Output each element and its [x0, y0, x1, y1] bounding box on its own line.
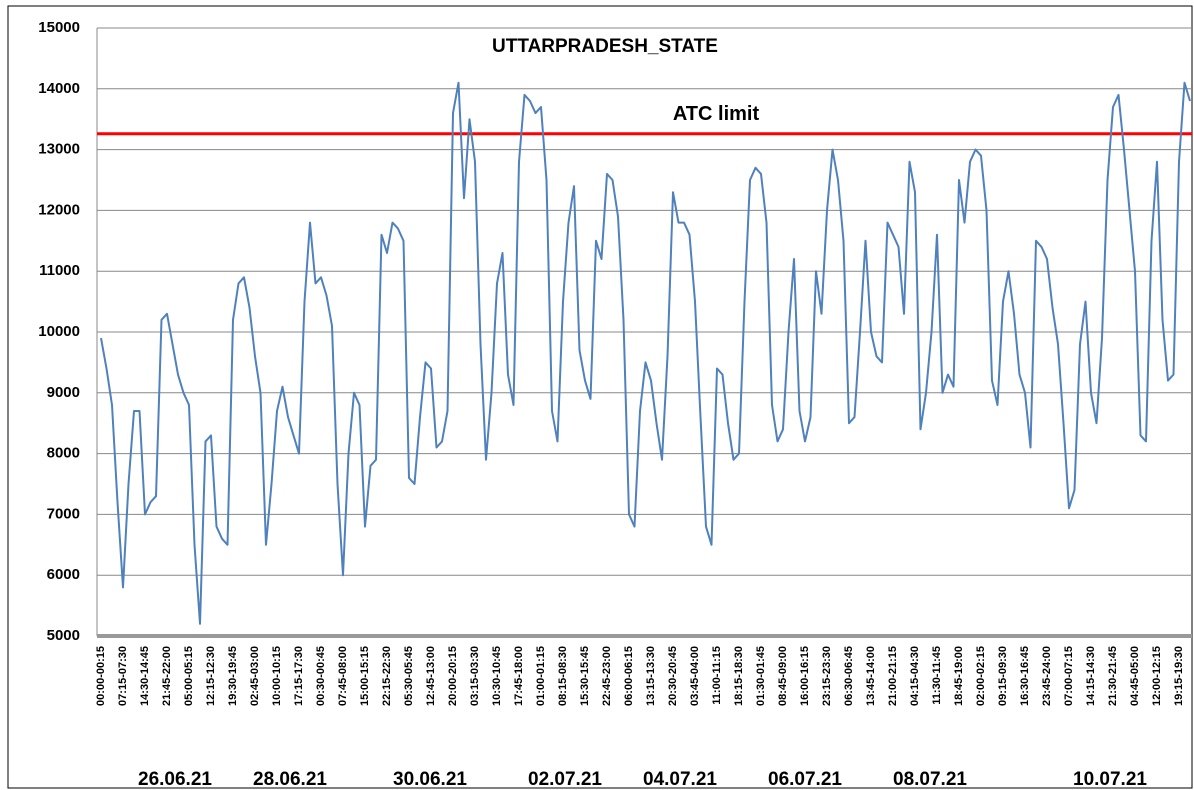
- x-tick-label: 21:00-21:15: [887, 646, 899, 706]
- x-tick-label: 02:45-03:00: [249, 646, 261, 706]
- date-label: 30.06.21: [393, 769, 467, 790]
- x-tick-label: 16:00-16:15: [799, 646, 811, 706]
- y-tick-label: 11000: [39, 262, 80, 279]
- date-label: 28.06.21: [253, 769, 327, 790]
- x-tick-label: 18:15-18:30: [733, 646, 745, 706]
- y-tick-label: 14000: [38, 80, 80, 97]
- x-tick-label: 07:45-08:00: [337, 646, 349, 706]
- x-tick-label: 06:30-06:45: [843, 646, 855, 706]
- x-tick-label: 13:15-13:30: [645, 646, 657, 706]
- x-tick-label: 23:15-23:30: [821, 646, 833, 706]
- x-tick-label: 14:15-14:30: [1085, 646, 1097, 706]
- date-label: 06.07.21: [768, 769, 842, 790]
- x-tick-label: 05:30-05:45: [403, 646, 415, 706]
- x-tick-label: 17:45-18:00: [513, 646, 525, 706]
- x-tick-label: 21:30-21:45: [1107, 646, 1119, 706]
- x-tick-label: 16:30-16:45: [1019, 646, 1031, 706]
- y-tick-label: 5000: [47, 627, 80, 644]
- x-tick-label: 19:15-19:30: [1173, 646, 1185, 706]
- x-tick-label: 04:15-04:30: [909, 646, 921, 706]
- date-label: 10.07.21: [1073, 769, 1147, 790]
- date-label: 08.07.21: [893, 769, 967, 790]
- x-tick-label: 20:00-20:15: [447, 646, 459, 706]
- x-tick-label: 22:15-22:30: [381, 646, 393, 706]
- date-label: 04.07.21: [643, 769, 717, 790]
- y-tick-label: 10000: [38, 323, 80, 340]
- x-tick-label: 11:00-11:15: [711, 646, 723, 705]
- y-tick-label: 13000: [38, 141, 80, 158]
- x-tick-label: 09:15-09:30: [997, 646, 1009, 706]
- x-tick-label: 17:15-17:30: [293, 646, 305, 706]
- date-label: 02.07.21: [528, 769, 602, 790]
- x-tick-label: 10:30-10:45: [491, 646, 503, 706]
- y-tick-label: 6000: [47, 566, 80, 583]
- chart-title: UTTARPRADESH_STATE: [492, 36, 718, 57]
- x-tick-label: 02:00-02:15: [975, 646, 987, 706]
- x-tick-label: 05:00-05:15: [183, 646, 195, 706]
- x-tick-label: 07:15-07:30: [117, 646, 129, 706]
- x-tick-label: 12:45-13:00: [425, 646, 437, 706]
- y-tick-label: 9000: [47, 384, 80, 401]
- x-tick-label: 21:45-22:00: [161, 646, 173, 706]
- x-tick-label: 15:00-15:15: [359, 646, 371, 706]
- x-tick-label: 22:45-23:00: [601, 646, 613, 706]
- x-tick-label: 13:45-14:00: [865, 646, 877, 706]
- x-tick-label: 10:00-10:15: [271, 646, 283, 706]
- x-tick-label: 19:30-19:45: [227, 646, 239, 706]
- x-tick-label: 08:15-08:30: [557, 646, 569, 706]
- x-tick-label: 08:45-09:00: [777, 646, 789, 706]
- y-tick-label: 8000: [47, 445, 80, 462]
- y-tick-label: 7000: [47, 505, 80, 522]
- x-tick-label: 12:15-12:30: [205, 646, 217, 706]
- x-tick-label: 14:30-14:45: [139, 646, 151, 706]
- x-tick-label: 00:30-00:45: [315, 646, 327, 706]
- x-tick-label: 12:00-12:15: [1151, 646, 1163, 706]
- data-line: [100, 81, 1191, 625]
- x-tick-label: 18:45-19:00: [953, 646, 965, 706]
- x-tick-label: 07:00-07:15: [1063, 646, 1075, 706]
- date-label: 26.06.21: [138, 769, 212, 790]
- x-tick-label: 03:45-04:00: [689, 646, 701, 706]
- atc-limit-label: ATC limit: [673, 103, 760, 125]
- x-tick-label: 00:00-00:15: [95, 646, 107, 706]
- y-tick-label: 12000: [38, 201, 80, 218]
- x-tick-label: 01:30-01:45: [755, 646, 767, 706]
- chart-frame: [7, 5, 1193, 789]
- x-tick-label: 15:30-15:45: [579, 646, 591, 706]
- y-tick-label: 15000: [38, 19, 80, 36]
- x-tick-label: 06:00-06:15: [623, 646, 635, 706]
- x-tick-label: 04:45-05:00: [1129, 646, 1141, 706]
- x-tick-label: 11:30-11:45: [931, 646, 943, 705]
- x-tick-label: 03:15-03:30: [469, 646, 481, 706]
- x-tick-label: 01:00-01:15: [535, 646, 547, 706]
- x-tick-label: 20:30-20:45: [667, 646, 679, 706]
- x-tick-label: 23:45-24:00: [1041, 646, 1053, 706]
